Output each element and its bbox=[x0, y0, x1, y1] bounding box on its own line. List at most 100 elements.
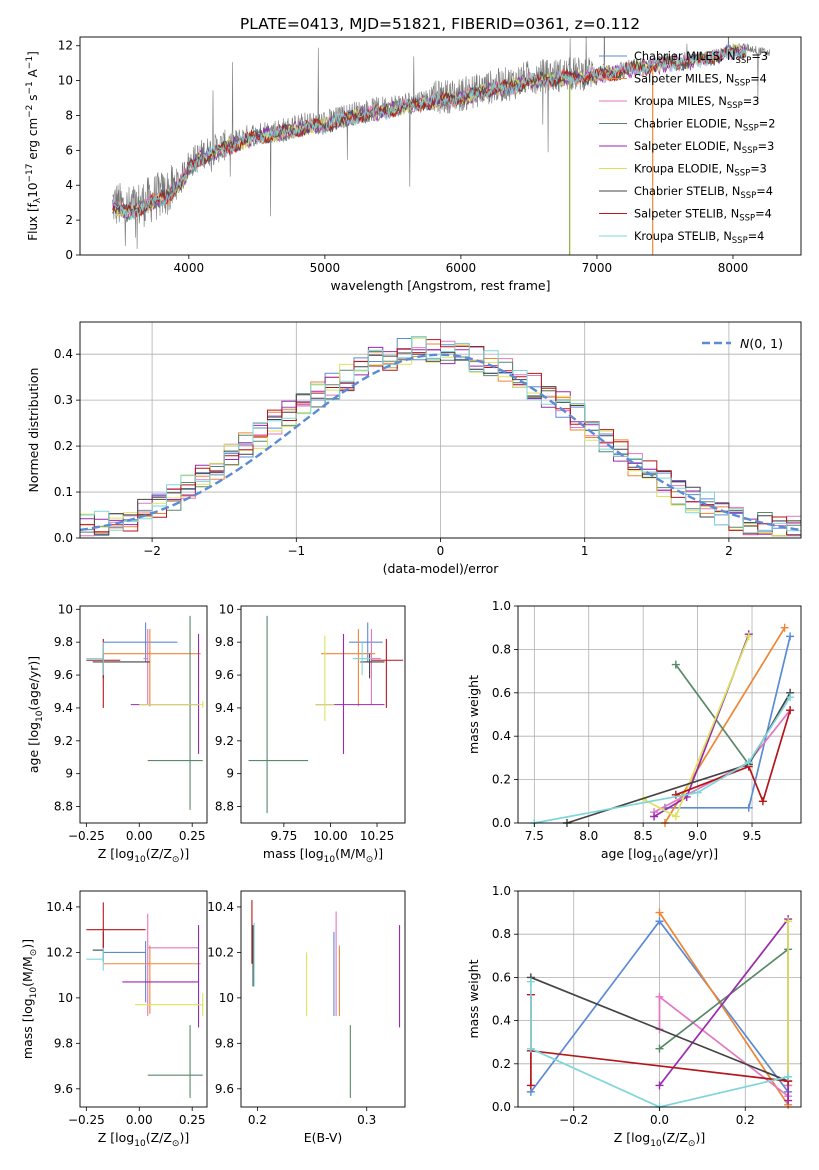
series-marker bbox=[693, 788, 702, 797]
y-tick-label: 9.6 bbox=[215, 668, 234, 682]
x-tick-label: 7000 bbox=[582, 261, 613, 275]
x-tick-label: 8.5 bbox=[634, 829, 653, 843]
series-line bbox=[658, 948, 789, 1050]
series-marker bbox=[784, 917, 793, 926]
y-tick-label: 9.4 bbox=[54, 701, 73, 715]
series-marker bbox=[784, 1072, 793, 1081]
plot-area-mw_vs_Z bbox=[526, 908, 793, 1111]
x-tick-label: 0.2 bbox=[736, 1113, 755, 1127]
y-tick-label: 9.8 bbox=[215, 1036, 234, 1050]
axes-mass_vs_ebv: 0.2 0.3 9.6 9.8 10 10.2 10.4 E(B-V) bbox=[207, 890, 406, 1145]
y-tick-label: 9.8 bbox=[54, 635, 73, 649]
y-tick-label: 10 bbox=[58, 991, 73, 1005]
errorbar-chabrier-elodie bbox=[248, 615, 309, 814]
plot-area-age_vs_Z bbox=[86, 615, 204, 810]
errorbar-chabrier-elodie bbox=[147, 1025, 203, 1098]
plot-area-mass_vs_ebv bbox=[251, 900, 401, 1098]
y-tick-label: 10 bbox=[58, 602, 73, 616]
errorbar-kroupa-stelib bbox=[86, 642, 104, 676]
x-tick-label: −0.2 bbox=[559, 1113, 588, 1127]
series-marker bbox=[655, 908, 664, 917]
series-marker bbox=[650, 812, 659, 821]
legend-entry: Kroupa MILES, NSSP=3 bbox=[634, 95, 759, 111]
x-tick-label: 8000 bbox=[718, 261, 749, 275]
x-tick-label: −0.25 bbox=[68, 829, 105, 843]
y-tick-label: 10 bbox=[219, 991, 234, 1005]
y-tick-label: 9 bbox=[226, 767, 234, 781]
y-tick-label: 9.6 bbox=[54, 668, 73, 682]
y-tick-label: 0.4 bbox=[54, 347, 73, 361]
series-line bbox=[530, 976, 789, 1082]
y-tick-label: 0.2 bbox=[492, 1057, 511, 1071]
axes-mw_vs_age: 7.5 8.0 8.5 9.0 9.5 0.0 0.2 0.4 0.6 0.8 1.0 age [lo… bbox=[466, 599, 802, 865]
y-tick-label: 0 bbox=[65, 248, 73, 262]
legend-entry: Kroupa STELIB, NSSP=4 bbox=[634, 230, 764, 246]
legend-entry: Chabrier STELIB, NSSP=4 bbox=[634, 185, 773, 201]
errorbar-kroupa-elodie bbox=[315, 635, 335, 722]
errorbar-kroupa-stelib bbox=[86, 947, 104, 971]
y-tick-label: 8 bbox=[65, 108, 73, 122]
axes-residuals: −2 −1 0 1 2 0.0 0.1 0.2 0.3 0.4 (data-model)/error… bbox=[26, 321, 802, 576]
series-kroupa-elodie bbox=[639, 632, 753, 821]
series-marker bbox=[758, 797, 767, 806]
y-tick-label: 10 bbox=[219, 602, 234, 616]
x-tick-label: 2 bbox=[725, 544, 733, 558]
y-tick-label: 0.4 bbox=[492, 729, 511, 743]
x-axis-label: E(B-V) bbox=[304, 1130, 343, 1145]
legend-entry: Salpeter STELIB, NSSP=4 bbox=[634, 208, 772, 224]
errorbar-chabrier-elodie bbox=[147, 615, 203, 810]
y-tick-label: 0.2 bbox=[492, 773, 511, 787]
errorbar-salpeter-stelib bbox=[86, 902, 146, 948]
legend-entry: Salpeter MILES, NSSP=4 bbox=[634, 73, 767, 89]
x-axis-label: mass [log10​(M/M⊙​)] bbox=[263, 846, 383, 865]
y-tick-label: 10.4 bbox=[207, 900, 234, 914]
figure-title: PLATE=0413, MJD=51821, FIBERID=0361, z=0… bbox=[240, 15, 640, 33]
errorbar-kroupa-miles bbox=[147, 913, 199, 1017]
y-tick-label: 0.0 bbox=[54, 531, 73, 545]
x-axis-label: age [log10​(age/yr)] bbox=[601, 846, 718, 865]
y-tick-label: 9.8 bbox=[215, 635, 234, 649]
y-tick-label: 0.4 bbox=[492, 1014, 511, 1028]
y-tick-label: 0.2 bbox=[54, 439, 73, 453]
y-tick-label: 4 bbox=[65, 178, 73, 192]
series-marker bbox=[671, 660, 680, 669]
x-tick-label: 0.25 bbox=[179, 1113, 206, 1127]
x-tick-label: 9.0 bbox=[688, 829, 707, 843]
x-tick-label: 0.00 bbox=[126, 829, 153, 843]
series-marker bbox=[744, 803, 753, 812]
y-tick-label: 0.0 bbox=[492, 1100, 511, 1114]
x-tick-label: −0.25 bbox=[68, 1113, 105, 1127]
legend-entry: Chabrier MILES, NSSP=3 bbox=[634, 50, 768, 66]
plot-area-mass_vs_Z bbox=[86, 902, 204, 1098]
series-marker bbox=[655, 992, 664, 1001]
y-axis-label: mass [log10​(M/M⊙​)] bbox=[20, 939, 39, 1059]
errorbar-salpeter-miles bbox=[103, 629, 201, 707]
legend: Chabrier MILES, NSSP=3 Salpeter MILES, NS… bbox=[599, 50, 775, 246]
axes-frame bbox=[240, 890, 406, 1108]
errorbar-kroupa-elodie bbox=[135, 993, 204, 1017]
y-tick-label: 0.8 bbox=[492, 642, 511, 656]
x-tick-label: 0.00 bbox=[126, 1113, 153, 1127]
histogram-kroupa-stelib bbox=[80, 336, 801, 534]
series-marker bbox=[786, 632, 795, 641]
series-marker bbox=[655, 1044, 664, 1053]
series-marker bbox=[526, 1081, 535, 1090]
series-marker bbox=[671, 812, 680, 821]
x-tick-label: 9.5 bbox=[742, 829, 761, 843]
x-tick-label: 0 bbox=[437, 544, 445, 558]
y-tick-label: 9.4 bbox=[215, 701, 234, 715]
y-tick-label: 0.0 bbox=[492, 816, 511, 830]
x-tick-label: −1 bbox=[287, 544, 305, 558]
x-tick-label: 7.5 bbox=[525, 829, 544, 843]
x-tick-label: 8.0 bbox=[579, 829, 598, 843]
y-tick-label: 0.8 bbox=[492, 927, 511, 941]
x-axis-label: Z [log10​(Z/Z⊙​)] bbox=[98, 1130, 189, 1149]
series-marker bbox=[655, 1081, 664, 1090]
axes-spectrum: 4000 5000 6000 7000 8000 0 2 4 6 8 10 12 wavelength … bbox=[25, 36, 802, 293]
series-marker bbox=[655, 917, 664, 926]
y-tick-label: 1.0 bbox=[492, 599, 511, 613]
y-tick-label: 9.8 bbox=[54, 1036, 73, 1050]
legend-entry: Chabrier ELODIE, NSSP=2 bbox=[634, 118, 775, 134]
legend-entry: N(0, 1) bbox=[740, 336, 783, 351]
axes-frame bbox=[79, 321, 802, 539]
